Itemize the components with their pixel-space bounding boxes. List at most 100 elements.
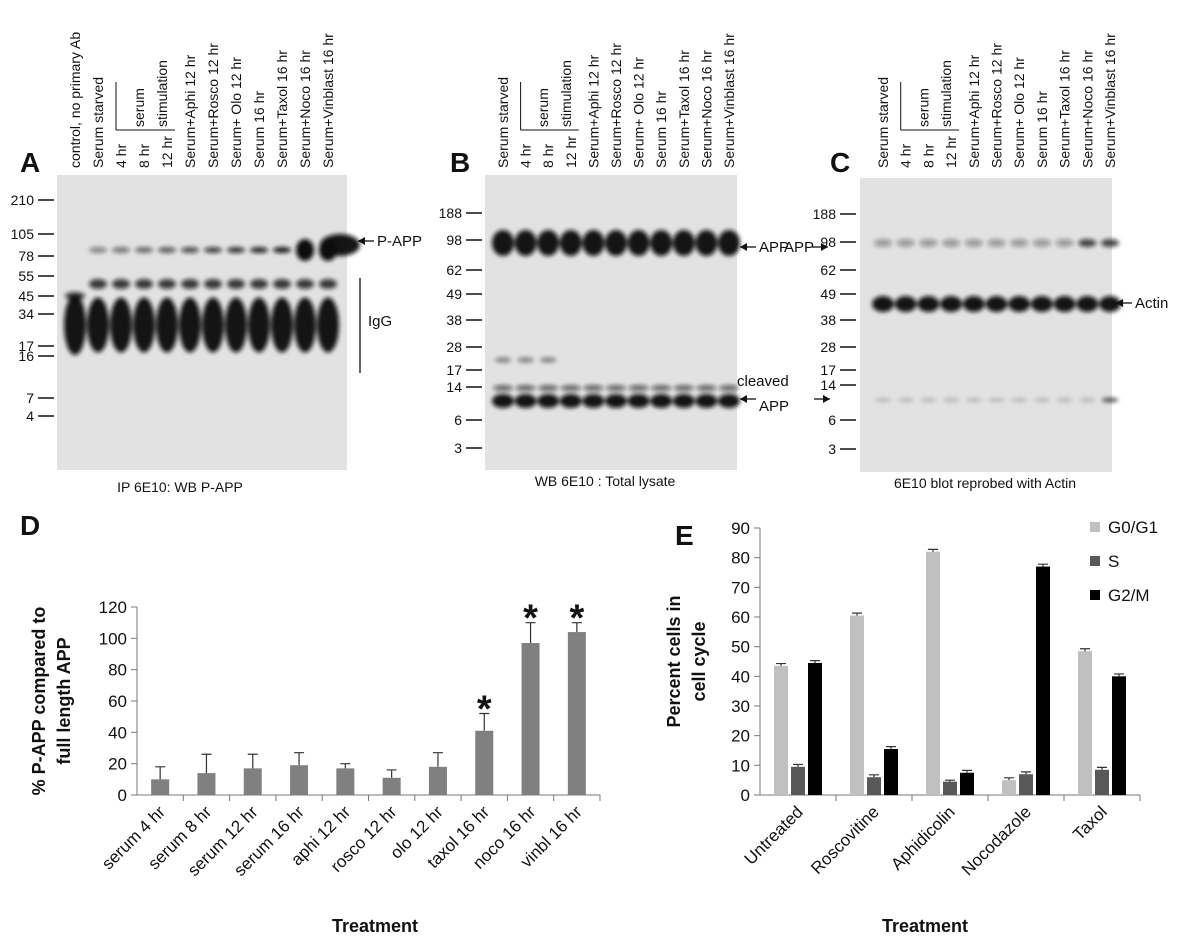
mw-marker: 3	[454, 440, 462, 456]
mw-marker: 78	[18, 248, 34, 264]
mw-marker: 188	[439, 205, 463, 221]
band	[112, 279, 130, 289]
bands	[492, 230, 740, 408]
band	[696, 385, 717, 391]
error-bar	[793, 763, 803, 767]
lane-label: Serum+Rosco 12 hr	[608, 43, 624, 168]
lane-label: 4 hr	[518, 144, 534, 168]
bar	[774, 665, 788, 795]
mw-marker: 45	[18, 288, 34, 304]
bar	[960, 772, 974, 795]
bands	[64, 234, 360, 355]
y-tick-label: 10	[731, 756, 750, 775]
y-tick-label: 0	[118, 786, 127, 805]
error-bar	[1097, 766, 1107, 770]
band	[582, 394, 605, 408]
band	[227, 247, 245, 253]
bracket-label: stimulation	[154, 60, 170, 127]
bar	[1002, 780, 1016, 795]
annotation: IgG	[368, 313, 392, 330]
significance-mark: *	[477, 689, 492, 731]
bracket-label: stimulation	[558, 60, 574, 127]
lane-label: 4 hr	[113, 144, 129, 168]
mw-marker: 28	[446, 339, 462, 355]
legend-label: G0/G1	[1108, 518, 1158, 537]
legend-label: G2/M	[1108, 586, 1150, 605]
lane-label: 8 hr	[540, 144, 556, 168]
band	[583, 385, 604, 391]
band	[1033, 398, 1050, 402]
band	[204, 279, 222, 289]
band	[294, 297, 316, 353]
band	[920, 398, 937, 402]
band	[1076, 296, 1099, 312]
y-tick-label: 60	[731, 608, 750, 627]
band	[495, 357, 511, 363]
bar	[243, 768, 262, 795]
bar	[151, 779, 170, 795]
bar	[1095, 769, 1109, 795]
error-bar	[432, 752, 443, 767]
band	[64, 295, 86, 355]
band	[627, 230, 650, 256]
error-bar	[945, 779, 955, 782]
mw-marker: 188	[813, 206, 837, 222]
lane-label: Serum+Aphi 12 hr	[966, 54, 982, 168]
band	[1102, 398, 1118, 402]
mw-marker: 3	[828, 441, 836, 457]
mw-marker: 105	[11, 226, 35, 242]
bar	[521, 643, 540, 795]
significance-mark: *	[569, 598, 584, 640]
x-axis-label: Treatment	[332, 916, 418, 936]
blot	[485, 175, 740, 470]
arrow-head	[821, 243, 828, 251]
bar	[290, 765, 309, 795]
y-tick-label: 60	[108, 692, 127, 711]
bar	[926, 551, 940, 795]
band	[695, 230, 718, 256]
y-tick-label: 80	[108, 661, 127, 680]
lane-label: Serum+Vinblast 16 hr	[721, 33, 737, 168]
band	[1055, 239, 1074, 247]
mw-marker: 34	[18, 306, 34, 322]
error-bar	[1004, 777, 1014, 781]
error-bar	[776, 662, 786, 666]
band	[874, 239, 892, 247]
lane-label: Serum+ Olo 12 hr	[228, 57, 244, 168]
mw-marker: 49	[820, 286, 836, 302]
mw-marker: 38	[446, 312, 462, 328]
lane-label: Serum+Noco 16 hr	[698, 50, 714, 168]
band	[627, 394, 650, 408]
band	[987, 239, 1006, 247]
band	[1078, 239, 1097, 247]
band	[917, 296, 940, 312]
error-bar	[201, 753, 212, 774]
band	[514, 230, 537, 256]
lane-label: Serum+Rosco 12 hr	[205, 43, 221, 168]
mw-marker: 17	[18, 338, 34, 354]
band	[319, 279, 337, 289]
band	[605, 394, 627, 408]
band	[273, 279, 291, 289]
band	[651, 385, 672, 391]
x-tick-label: Untreated	[741, 802, 807, 868]
band	[181, 247, 199, 253]
band	[89, 279, 107, 289]
y-tick-label: 40	[731, 667, 750, 686]
lane-label: Serum+Taxol 16 hr	[274, 50, 290, 168]
band	[110, 297, 132, 353]
band	[1099, 296, 1121, 312]
band	[672, 394, 695, 408]
lane-label: Serum+Taxol 16 hr	[1057, 50, 1073, 168]
band	[135, 279, 153, 289]
band	[606, 385, 626, 391]
legend-label: S	[1108, 552, 1119, 571]
error-bar	[1021, 771, 1031, 775]
y-tick-label: 120	[99, 598, 127, 617]
lane-label: Serum+Aphi 12 hr	[182, 54, 198, 168]
y-axis-label: Percent cells in	[664, 595, 684, 727]
bar	[1112, 676, 1126, 795]
band	[273, 247, 291, 253]
legend-swatch	[1090, 590, 1100, 600]
y-tick-label: 20	[108, 755, 127, 774]
